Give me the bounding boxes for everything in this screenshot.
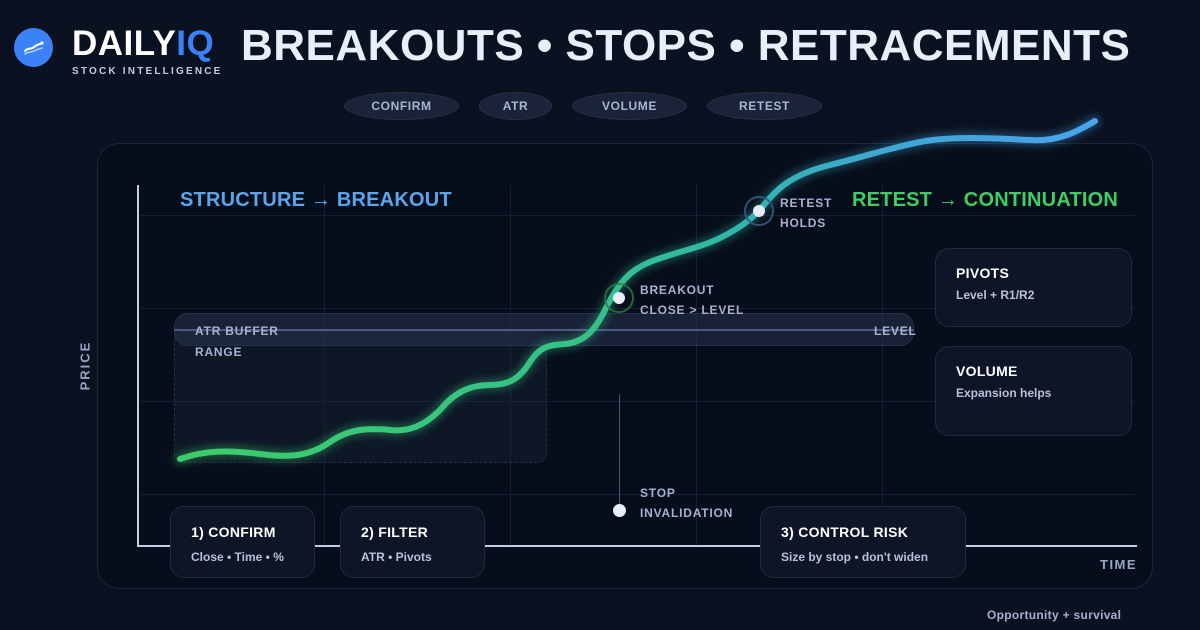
pill-confirm: CONFIRM [344,92,459,120]
card-subtitle: Expansion helps [956,386,1052,400]
grid-line [510,185,511,545]
footer-note: Opportunity + survival [987,608,1122,622]
retest-label: RETEST HOLDS [780,193,832,233]
retest-label-line2: HOLDS [780,216,826,230]
card-pivots: PIVOTS Level + R1/R2 [935,248,1132,327]
stop-line [619,394,620,509]
card-volume: VOLUME Expansion helps [935,346,1132,436]
grid-line [882,185,883,545]
brand-accent: IQ [176,24,215,63]
card-subtitle: Level + R1/R2 [956,288,1035,302]
breakout-label-line2: CLOSE > LEVEL [640,303,745,317]
grid-line [140,494,1135,495]
step-card-control-risk: 3) CONTROL RISK Size by stop • don't wid… [760,506,966,578]
trend-line-icon [23,40,44,55]
brand-wordmark: DAILYIQ [72,24,214,64]
grid-line [140,308,1135,309]
step-card-confirm: 1) CONFIRM Close • Time • % [170,506,315,578]
logo-badge [14,28,53,67]
level-label: LEVEL [874,324,917,338]
brand-tagline: STOCK INTELLIGENCE [72,66,223,77]
y-axis [137,185,139,547]
pill-retest: RETEST [707,92,822,120]
x-axis [137,545,1137,547]
range-box [174,331,547,463]
brand-main: DAILY [72,24,177,63]
stop-marker [613,504,626,517]
section-title-structure: STRUCTURE → BREAKOUT [180,189,452,211]
retest-marker [753,205,765,217]
stop-label-line2: INVALIDATION [640,506,734,520]
card-subtitle: Close • Time • % [191,550,284,564]
grid-line [140,401,1135,402]
atr-buffer-label: ATR BUFFER [195,324,279,338]
card-subtitle: ATR • Pivots [361,550,432,564]
retest-label-line1: RETEST [780,196,833,210]
level-line [174,329,914,331]
card-title: PIVOTS [956,265,1010,281]
step-card-filter: 2) FILTER ATR • Pivots [340,506,485,578]
x-axis-label: TIME [1100,557,1138,572]
stop-label-line1: STOP [640,486,676,500]
range-label: RANGE [195,345,243,359]
page-headline: BREAKOUTS • STOPS • RETRACEMENTS [241,21,1131,70]
pill-volume: VOLUME [572,92,687,120]
topic-pills: CONFIRM ATR VOLUME RETEST [0,92,1200,120]
card-title: VOLUME [956,363,1018,379]
breakout-label: BREAKOUT CLOSE > LEVEL [640,280,744,320]
card-title: 1) CONFIRM [191,524,276,540]
pill-atr: ATR [479,92,552,120]
retest-marker-ring [744,196,774,226]
card-title: 3) CONTROL RISK [781,524,909,540]
grid-line [696,185,697,545]
card-title: 2) FILTER [361,524,428,540]
card-subtitle: Size by stop • don't widen [781,550,929,564]
breakout-marker-ring [604,283,634,313]
section-title-retest: RETEST → CONTINUATION [852,189,1119,211]
grid-line [140,215,1135,216]
grid-line [324,185,325,545]
breakout-marker [613,292,625,304]
breakout-label-line1: BREAKOUT [640,283,715,297]
stop-label: STOP INVALIDATION [640,483,733,523]
